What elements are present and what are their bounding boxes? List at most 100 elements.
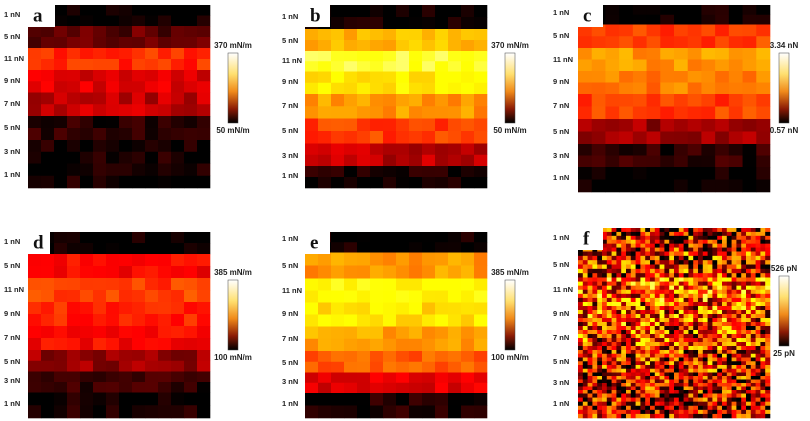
map-texture (746, 394, 751, 398)
map-texture (640, 260, 645, 265)
map-texture (344, 40, 357, 51)
map-texture (669, 248, 674, 252)
map-texture (132, 164, 145, 177)
map-texture (588, 252, 593, 257)
map-texture (67, 372, 80, 383)
map-texture (684, 298, 689, 302)
map-texture (583, 369, 588, 373)
map-texture (592, 414, 597, 418)
map-texture (688, 119, 702, 132)
map-texture (626, 410, 631, 414)
map-texture (727, 252, 732, 257)
map-texture (184, 382, 197, 393)
map-texture (640, 232, 645, 236)
map-texture (741, 414, 746, 418)
map-texture (461, 5, 474, 17)
map-texture (727, 298, 732, 302)
map-texture (67, 382, 80, 393)
map-texture (640, 380, 645, 384)
map-texture (631, 286, 636, 290)
map-texture (184, 140, 197, 152)
map-texture (626, 260, 631, 265)
map-texture (645, 252, 650, 257)
map-texture (119, 16, 132, 27)
map-texture (461, 72, 474, 84)
map-texture (698, 410, 703, 414)
map-texture (708, 406, 713, 410)
map-texture (741, 244, 746, 248)
map-texture (645, 383, 650, 387)
map-texture (732, 273, 737, 278)
map-texture (597, 358, 602, 362)
map-texture (197, 254, 210, 266)
map-texture (184, 128, 197, 140)
map-texture (688, 302, 693, 306)
map-texture (765, 387, 770, 391)
map-texture (626, 248, 631, 252)
map-texture (756, 346, 761, 350)
map-texture (741, 294, 746, 298)
map-texture (145, 393, 158, 406)
map-texture (331, 5, 344, 17)
map-texture (422, 94, 435, 107)
map-texture (448, 106, 461, 119)
map-texture (715, 83, 729, 95)
map-texture (708, 260, 713, 265)
map-texture (727, 390, 732, 394)
map-texture (370, 373, 383, 384)
map-texture (132, 81, 145, 93)
map-texture (597, 298, 602, 302)
map-texture (583, 294, 588, 298)
map-texture (633, 119, 647, 132)
map-texture (605, 25, 619, 37)
map-texture (727, 402, 732, 406)
map-texture (650, 294, 655, 298)
map-texture (578, 180, 592, 193)
map-texture (588, 414, 593, 418)
map-texture (688, 376, 693, 380)
map-texture (741, 346, 746, 350)
map-texture (592, 326, 597, 330)
map-texture (357, 51, 370, 62)
map-texture (331, 393, 344, 406)
map-texture (736, 260, 741, 265)
map-texture (645, 236, 650, 240)
map-texture (729, 107, 743, 120)
map-texture (674, 119, 688, 132)
map-texture (669, 232, 674, 236)
map-texture (727, 236, 732, 240)
map-texture (655, 414, 660, 418)
map-texture (688, 15, 702, 25)
map-texture (448, 315, 461, 327)
map-texture (708, 248, 713, 252)
map-texture (669, 414, 674, 418)
map-texture (636, 365, 641, 369)
map-texture (80, 338, 93, 350)
map-texture (331, 29, 344, 40)
map-texture (655, 376, 660, 380)
map-texture (746, 265, 751, 270)
map-texture (602, 334, 607, 338)
map-texture (119, 232, 132, 243)
map-texture (698, 334, 703, 338)
map-texture (636, 398, 641, 402)
map-texture (756, 326, 761, 330)
map-texture (698, 338, 703, 342)
map-texture (698, 361, 703, 365)
map-texture (708, 298, 713, 302)
map-texture (698, 278, 703, 282)
map-texture (602, 286, 607, 290)
map-texture (746, 338, 751, 342)
map-texture (370, 303, 383, 315)
map-texture (756, 318, 761, 322)
map-texture (684, 265, 689, 270)
map-texture (588, 302, 593, 306)
map-texture (41, 152, 54, 164)
map-texture (741, 290, 746, 294)
map-texture (619, 15, 633, 25)
map-texture (597, 398, 602, 402)
map-texture (597, 294, 602, 298)
map-texture (474, 166, 487, 177)
map-texture (631, 318, 636, 322)
row-label: 1 nN (553, 399, 569, 408)
